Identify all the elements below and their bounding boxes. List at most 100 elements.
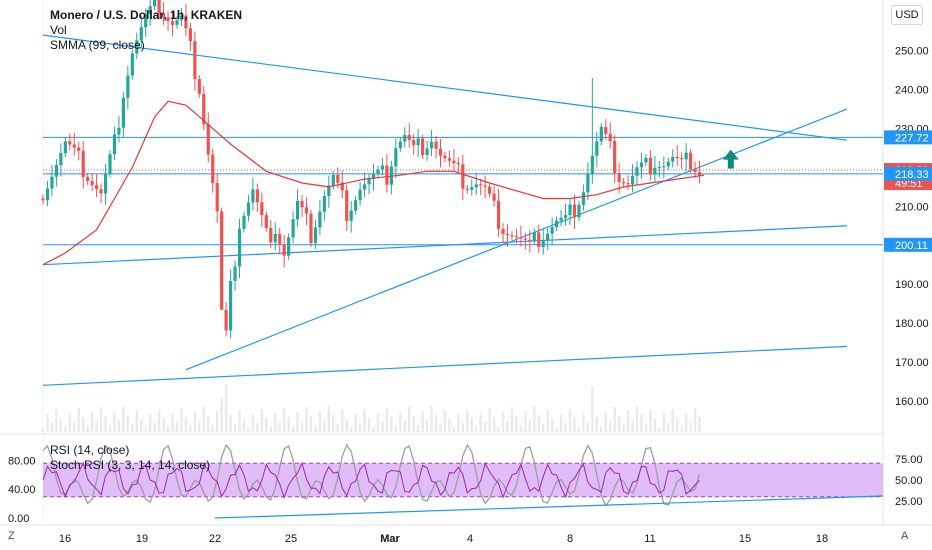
- candle-body: [112, 134, 117, 155]
- candle: [572, 194, 577, 229]
- candle-body: [438, 148, 443, 156]
- candle-body: [630, 175, 635, 185]
- volume-bar: [341, 410, 344, 432]
- candle: [371, 163, 376, 191]
- candle-body: [581, 192, 586, 205]
- candle-body: [639, 162, 644, 168]
- candle: [260, 192, 264, 227]
- time-tick-label: 16: [59, 533, 71, 545]
- volume-bar: [376, 413, 380, 432]
- time-tick-label: 8: [567, 533, 573, 545]
- candle: [170, 11, 175, 37]
- candle: [313, 219, 318, 249]
- candle: [126, 65, 130, 110]
- currency-selector[interactable]: USD: [891, 5, 923, 25]
- candle-body: [126, 75, 130, 98]
- volume-bar: [591, 386, 594, 432]
- volume-bar: [412, 416, 415, 432]
- candle-body: [340, 182, 344, 191]
- candle: [488, 182, 492, 198]
- candle-body: [456, 163, 460, 165]
- volume-bar: [421, 411, 424, 432]
- volume-bar: [671, 409, 674, 432]
- candle: [376, 165, 380, 178]
- volume-bar: [519, 425, 523, 432]
- candle-body: [282, 244, 286, 256]
- volume-bar: [524, 411, 527, 432]
- candle-body: [99, 189, 103, 194]
- candle: [639, 152, 644, 179]
- candle: [675, 145, 679, 166]
- volume-bar: [390, 417, 393, 432]
- volume-bar: [483, 422, 487, 432]
- time-tick-label: 25: [285, 533, 297, 545]
- price-tick-label: 240.00: [895, 85, 929, 97]
- candle: [599, 123, 603, 146]
- candle-body: [684, 152, 688, 160]
- osc-left-tick: 40.00: [8, 484, 36, 496]
- volume-bar: [684, 413, 688, 432]
- candle: [309, 209, 313, 247]
- volume-bar: [180, 408, 183, 432]
- candle: [327, 175, 331, 208]
- candle: [77, 141, 81, 161]
- volume-bar: [211, 425, 214, 432]
- volume-bar: [207, 416, 210, 432]
- candle: [220, 207, 224, 310]
- candle-body: [604, 126, 608, 134]
- trend-line: [42, 34, 847, 141]
- volume-bar: [358, 423, 362, 432]
- candle-body: [447, 158, 452, 161]
- price-label: 218.33: [895, 169, 929, 181]
- volume-bar: [613, 407, 616, 432]
- volume-bar: [452, 428, 456, 432]
- volume-bar: [68, 413, 71, 432]
- volume-bar: [537, 415, 540, 432]
- candle-body: [260, 202, 264, 216]
- volume-bar: [198, 421, 201, 432]
- candle: [144, 8, 148, 37]
- stoch-rsi-line: [42, 443, 701, 507]
- candle-body: [568, 204, 572, 216]
- osc-right-tick: 75.00: [895, 454, 923, 466]
- volume-bar: [265, 418, 268, 432]
- countdown-label: 49:51: [895, 178, 923, 190]
- candle-body: [349, 210, 353, 222]
- candle-body: [86, 176, 90, 182]
- candle-body: [54, 164, 58, 177]
- smma-legend: SMMA (99, close): [50, 38, 145, 52]
- candle: [269, 220, 273, 249]
- time-tick-label: 22: [209, 533, 221, 545]
- candle: [546, 227, 550, 251]
- candle: [94, 173, 99, 197]
- timezone-button[interactable]: Z: [8, 530, 15, 542]
- candle: [577, 200, 581, 222]
- candle: [470, 179, 474, 196]
- volume-bar: [305, 407, 308, 432]
- candle: [90, 173, 94, 191]
- auto-scale-button[interactable]: A: [901, 530, 909, 542]
- candle-body: [586, 174, 590, 193]
- candle-body: [72, 144, 76, 148]
- candle-body: [184, 15, 188, 29]
- candle-body: [309, 213, 313, 244]
- candle-body: [599, 126, 603, 142]
- volume-bar: [443, 410, 447, 432]
- candle-body: [380, 165, 385, 170]
- price-tick-label: 170.00: [895, 357, 929, 369]
- volume-bar: [600, 426, 603, 432]
- candle-body: [680, 158, 684, 160]
- volume-bar: [251, 414, 255, 432]
- volume-bar: [497, 426, 500, 432]
- candle-body: [501, 228, 505, 234]
- candle-body: [336, 175, 340, 183]
- candle: [166, 11, 170, 31]
- candle: [367, 173, 371, 195]
- volume-bar: [108, 425, 112, 432]
- candle-body: [452, 160, 456, 164]
- candle: [528, 230, 532, 253]
- volume-bar: [247, 428, 250, 432]
- volume-bar: [171, 413, 174, 432]
- candle: [586, 162, 590, 201]
